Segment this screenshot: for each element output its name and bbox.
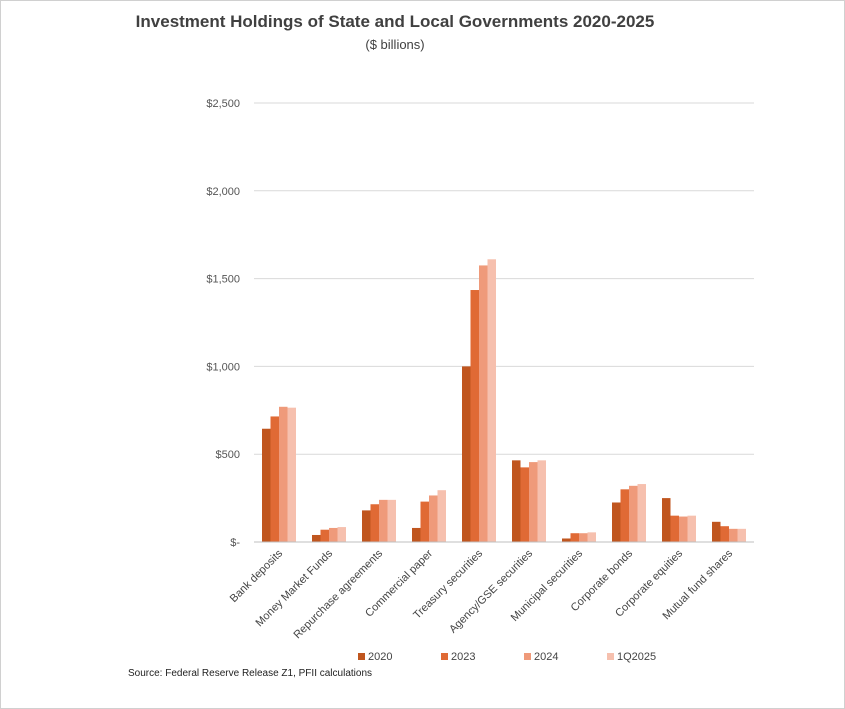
legend-swatch bbox=[358, 653, 365, 660]
bar-1q2025 bbox=[337, 527, 346, 542]
y-tick-label: $500 bbox=[216, 449, 240, 461]
bar-2020 bbox=[462, 366, 471, 542]
bar-2024 bbox=[379, 499, 388, 542]
legend-label: 2020 bbox=[368, 651, 392, 663]
bar-1q2025 bbox=[737, 528, 746, 542]
bar-2024 bbox=[579, 533, 588, 542]
chart-title: Investment Holdings of State and Local G… bbox=[135, 12, 655, 31]
y-tick-label: $- bbox=[230, 537, 240, 549]
bar-2024 bbox=[279, 406, 288, 542]
legend-label: 2024 bbox=[534, 651, 558, 663]
bar-1q2025 bbox=[637, 484, 646, 542]
bar-2020 bbox=[562, 538, 571, 542]
bar-2020 bbox=[312, 534, 321, 542]
legend-swatch bbox=[607, 653, 614, 660]
y-tick-labels: $- $500 $1,000 $1,500 $2,000 $2,500 bbox=[206, 98, 240, 549]
bar-1q2025 bbox=[287, 407, 296, 542]
bar-1q2025 bbox=[437, 490, 446, 542]
legend-swatch bbox=[441, 653, 448, 660]
bar-2024 bbox=[679, 516, 688, 542]
bar-2023 bbox=[520, 467, 529, 542]
bars bbox=[262, 259, 746, 542]
bar-1q2025 bbox=[687, 515, 696, 542]
category-label: Repurchase agreements bbox=[291, 547, 385, 641]
bar-2020 bbox=[612, 502, 621, 542]
bar-2024 bbox=[629, 485, 638, 542]
bar-2020 bbox=[412, 527, 421, 542]
y-tick-label: $2,500 bbox=[206, 98, 240, 110]
bar-2024 bbox=[729, 528, 738, 542]
y-tick-label: $1,500 bbox=[206, 274, 240, 286]
bar-1q2025 bbox=[387, 499, 396, 542]
bar-2023 bbox=[620, 489, 629, 542]
bar-2024 bbox=[479, 265, 488, 542]
y-tick-label: $1,000 bbox=[206, 361, 240, 373]
bar-2020 bbox=[512, 460, 521, 542]
bar-2020 bbox=[712, 521, 721, 542]
bar-2024 bbox=[329, 527, 338, 542]
legend: 2020 2023 2024 1Q2025 bbox=[358, 651, 656, 663]
legend-label: 1Q2025 bbox=[617, 651, 656, 663]
bar-2023 bbox=[420, 501, 429, 542]
bar-2024 bbox=[429, 495, 438, 542]
bar-2023 bbox=[720, 526, 729, 542]
bar-2023 bbox=[370, 504, 379, 542]
bar-1q2025 bbox=[587, 532, 596, 542]
bar-2020 bbox=[362, 510, 371, 542]
bar-2023 bbox=[320, 529, 329, 542]
y-tick-label: $2,000 bbox=[206, 186, 240, 198]
chart-subtitle: ($ billions) bbox=[365, 37, 425, 52]
bar-2020 bbox=[262, 428, 271, 542]
legend-swatch bbox=[524, 653, 531, 660]
bar-2023 bbox=[470, 290, 479, 542]
bar-2023 bbox=[670, 515, 679, 542]
bar-2023 bbox=[270, 416, 279, 542]
gridlines bbox=[254, 102, 754, 455]
bar-1q2025 bbox=[537, 460, 546, 542]
source-note: Source: Federal Reserve Release Z1, PFII… bbox=[128, 668, 372, 679]
bar-2020 bbox=[662, 498, 671, 542]
category-label: Agency/GSE securities bbox=[447, 547, 535, 635]
bar-1q2025 bbox=[487, 259, 496, 542]
bar-2024 bbox=[529, 462, 538, 542]
legend-label: 2023 bbox=[451, 651, 475, 663]
bar-2023 bbox=[570, 533, 579, 542]
